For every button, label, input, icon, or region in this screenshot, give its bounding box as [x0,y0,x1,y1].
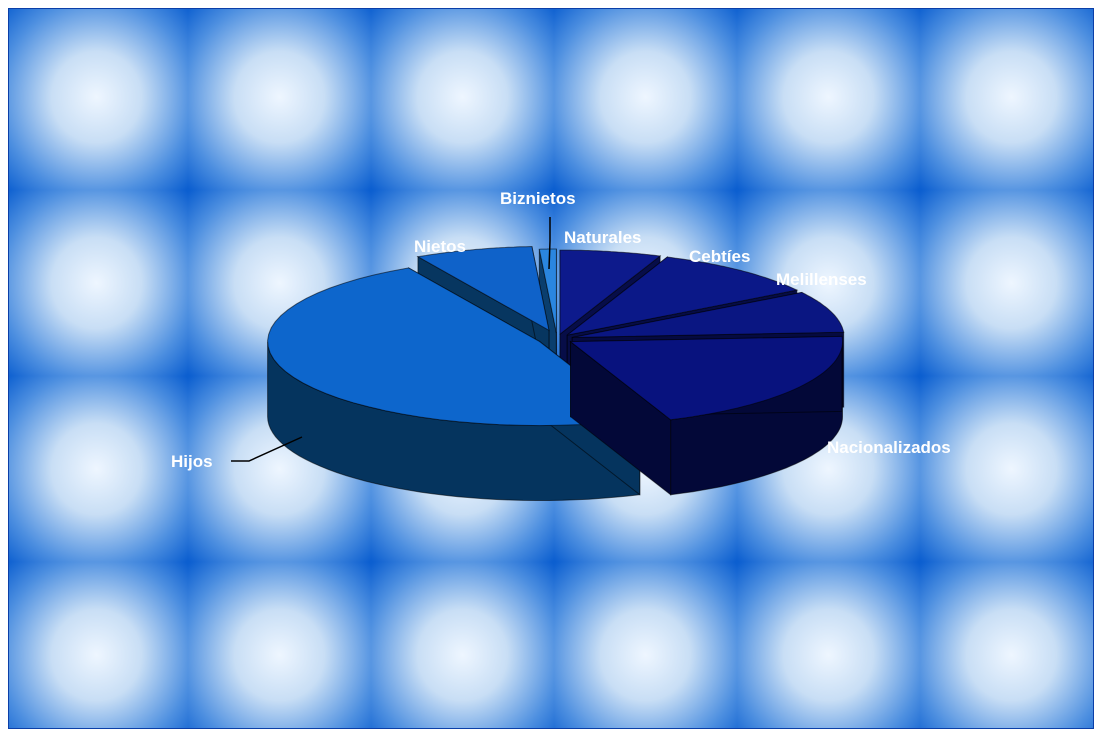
slice-label-melillenses: Melillenses [776,270,867,289]
leader-line-biznietos [548,217,551,270]
slice-label-hijos: Hijos [171,452,213,471]
slice-label-naturales: Naturales [564,228,641,247]
pie-chart: Naturales Cebtíes Melillenses Nacionalizado… [9,9,1093,728]
slice-label-cebties: Cebtíes [689,247,750,266]
slice-label-nacionalizados: Nacionalizados [827,438,951,457]
slice-label-nietos: Nietos [414,237,466,256]
chart-area: Naturales Cebtíes Melillenses Nacionalizado… [8,8,1094,729]
leader-line-hijos [231,436,303,462]
pie-slice-nacionalizados [569,335,844,496]
slice-label-biznietos: Biznietos [500,189,576,208]
